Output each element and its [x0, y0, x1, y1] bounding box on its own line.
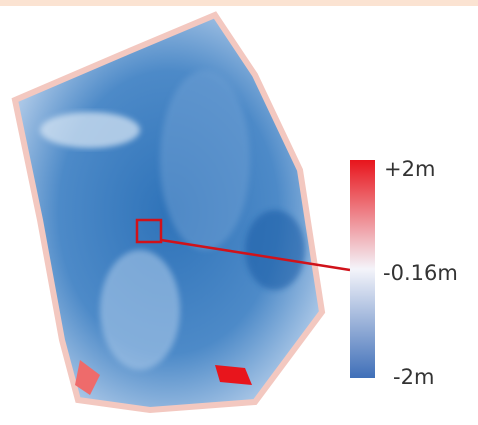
- figure: +2m -0.16m -2m: [0, 0, 478, 425]
- map-region: [100, 250, 180, 370]
- elevation-map: [15, 15, 322, 410]
- colorbar-label: +2m: [384, 157, 435, 181]
- top-band: [0, 0, 478, 6]
- colorbar-label: -0.16m: [383, 261, 458, 285]
- map-region: [40, 112, 140, 148]
- map-region: [160, 70, 250, 250]
- colorbar: [350, 160, 375, 378]
- map-region: [245, 210, 305, 290]
- colorbar-label: -2m: [393, 365, 434, 389]
